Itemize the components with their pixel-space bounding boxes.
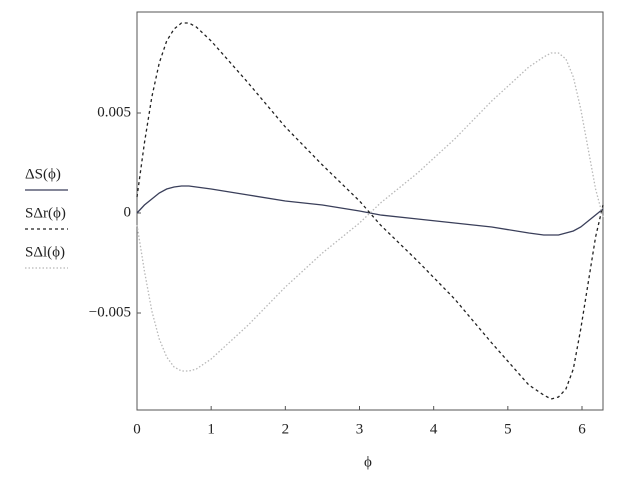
legend-label: SΔr(ϕ) (25, 205, 66, 221)
series-line (136, 185, 604, 236)
x-tick-label: 0 (133, 421, 141, 437)
x-tick-label: 4 (430, 421, 438, 437)
series-line (136, 52, 604, 372)
x-tick-label: 1 (207, 421, 215, 437)
series-line (136, 22, 604, 400)
x-tick-label: 6 (578, 421, 586, 437)
x-tick-label: 2 (282, 421, 290, 437)
x-tick-label: 5 (504, 421, 512, 437)
plot-frame (136, 11, 604, 411)
y-tick-label: −0.005 (89, 304, 131, 320)
y-tick-label: 0 (124, 204, 132, 220)
legend-label: ΔS(ϕ) (25, 166, 61, 182)
legend-label: SΔl(ϕ) (25, 244, 65, 260)
x-tick-label: 3 (356, 421, 364, 437)
x-axis-label: ϕ (364, 454, 372, 470)
y-tick-label: 0.005 (97, 104, 131, 120)
